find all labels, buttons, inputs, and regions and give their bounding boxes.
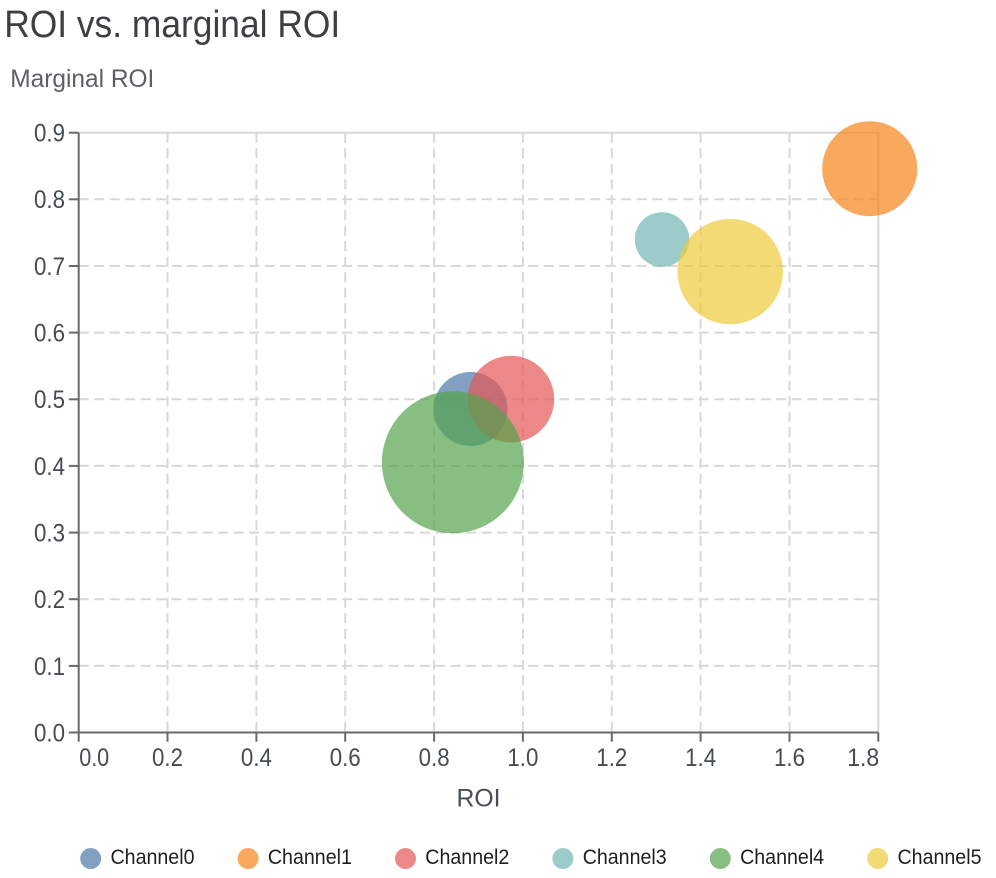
svg-text:Channel2: Channel2 bbox=[425, 846, 509, 869]
svg-text:1.4: 1.4 bbox=[685, 744, 716, 772]
svg-text:ROI vs. marginal ROI: ROI vs. marginal ROI bbox=[4, 3, 340, 45]
svg-text:0.0: 0.0 bbox=[34, 719, 65, 747]
svg-text:Channel0: Channel0 bbox=[111, 846, 195, 869]
svg-text:ROI: ROI bbox=[457, 784, 501, 812]
svg-text:Channel1: Channel1 bbox=[268, 846, 352, 869]
svg-text:Channel4: Channel4 bbox=[740, 846, 824, 869]
svg-text:0.8: 0.8 bbox=[419, 744, 450, 772]
svg-text:0.5: 0.5 bbox=[34, 386, 65, 414]
svg-text:0.6: 0.6 bbox=[330, 744, 361, 772]
svg-text:0.6: 0.6 bbox=[34, 320, 65, 348]
svg-text:1.8: 1.8 bbox=[847, 744, 879, 772]
svg-text:0.2: 0.2 bbox=[34, 586, 65, 614]
svg-text:0.8: 0.8 bbox=[34, 186, 65, 214]
svg-text:0.4: 0.4 bbox=[34, 453, 65, 481]
svg-text:0.9: 0.9 bbox=[34, 120, 65, 148]
svg-text:1.6: 1.6 bbox=[774, 744, 805, 772]
svg-text:0.0: 0.0 bbox=[79, 744, 109, 772]
svg-text:Marginal ROI: Marginal ROI bbox=[10, 66, 154, 93]
svg-text:Channel3: Channel3 bbox=[583, 846, 667, 869]
svg-text:Channel5: Channel5 bbox=[898, 846, 982, 869]
svg-text:0.4: 0.4 bbox=[241, 744, 272, 772]
svg-text:0.2: 0.2 bbox=[152, 744, 183, 772]
svg-text:0.3: 0.3 bbox=[34, 520, 65, 548]
svg-text:1.0: 1.0 bbox=[507, 744, 538, 772]
svg-text:0.7: 0.7 bbox=[34, 253, 65, 281]
svg-text:0.1: 0.1 bbox=[34, 653, 65, 681]
svg-text:1.2: 1.2 bbox=[596, 744, 627, 772]
